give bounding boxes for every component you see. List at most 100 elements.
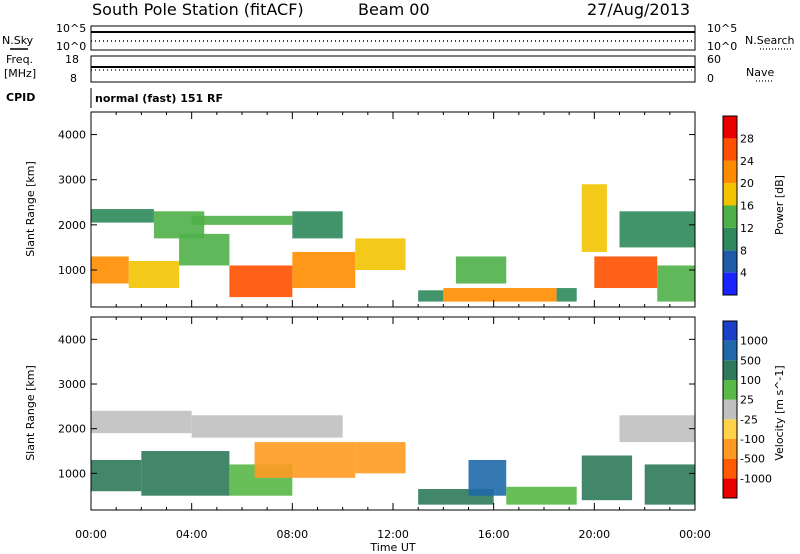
colorbar-segment [723,380,737,400]
y-tick-label: 1000 [58,264,86,277]
data-cell [191,415,343,438]
x-tick-labels: 00:00 04:00 08:00 12:00 16:00 20:00 00:00 [75,528,711,541]
x-tick-label: 12:00 [377,528,409,541]
x-tick-label: 04:00 [176,528,208,541]
cpid-label: CPID [6,91,35,104]
nsky-right-tick-hi: 10^5 [707,22,737,35]
nsearch-label: N.Search [745,34,795,47]
colorbar-segment [723,272,737,295]
power-x-ticks [90,112,696,307]
data-cell [179,233,230,266]
data-cell [191,215,293,225]
cpid-panel: CPID normal (fast) 151 RF [6,88,223,108]
power-ylabel: Slant Range [km] [24,161,37,257]
colorbar-tick-label: 24 [740,155,754,168]
data-cell [128,260,180,289]
data-cell [292,251,356,289]
colorbar-segment [723,205,737,228]
data-cell [455,256,507,284]
colorbar-tick-label: -100 [740,433,765,446]
nave-label: Nave [746,66,774,79]
y-tick-label: 2000 [58,219,86,232]
colorbar-segment [723,183,737,206]
colorbar-segment [723,227,737,251]
data-cell [355,238,406,270]
colorbar-frame [722,320,738,499]
beam-title: Beam 00 [358,0,430,19]
nsky-label: N.Sky [2,34,34,47]
colorbar-tick-label: 1000 [740,335,768,348]
data-cell [619,211,695,248]
data-cell [594,256,658,289]
colorbar-tick-label: 28 [740,132,754,145]
x-tick-label: 00:00 [75,528,107,541]
data-cell [91,256,129,284]
nsky-left-tick-lo: 10^0 [56,40,86,53]
colorbar-tick-label: 4 [740,267,747,280]
data-cell [581,455,633,501]
colorbar-tick-label: 12 [740,222,754,235]
nsky-left-tick-hi: 10^5 [56,22,86,35]
power-colorbar: 4 8 12 16 20 24 28 [722,115,754,296]
colorbar-tick-label: -1000 [740,472,772,485]
x-tick-label: 20:00 [578,528,610,541]
nsky-right-tick-lo: 10^0 [707,40,737,53]
colorbar-segment [723,160,737,184]
data-cell [355,442,406,474]
y-tick-label: 1000 [58,467,86,480]
colorbar-tick-label: -500 [740,453,765,466]
velocity-colorbar: -1000 -500 -100 -25 25 100 500 1000 [722,320,772,499]
colorbar-tick-label: 100 [740,374,761,387]
data-cell [556,288,577,302]
cpid-text: normal (fast) 151 RF [95,92,223,105]
x-tick-label: 00:00 [679,528,711,541]
colorbar-tick-label: 8 [740,244,747,257]
data-cell [418,290,444,302]
colorbar-segment [723,399,737,420]
freq-right-tick-hi: 60 [707,53,721,66]
colorbar-tick-label: 500 [740,354,761,367]
velocity-cells [91,410,695,505]
freq-right-tick-lo: 0 [707,72,714,85]
freq-label-2: [MHz] [4,67,36,80]
data-cell [91,459,142,492]
data-cell [91,209,154,223]
y-tick-label: 3000 [58,174,86,187]
power-y-ticks: 1000 2000 3000 4000 [58,129,695,277]
data-cell [619,415,695,443]
colorbar-tick-label: 16 [740,200,754,213]
freq-label-1: Freq. [6,53,33,66]
data-cell [292,211,343,239]
velocity-y-ticks: 1000 2000 3000 4000 [58,333,695,480]
velocity-ylabel: Slant Range [km] [24,365,37,461]
colorbar-segment [723,138,737,161]
velocity-x-ticks [90,317,696,510]
freq-panel: Freq. [MHz] 18 8 60 0 Nave [4,53,774,85]
data-cell [254,442,356,478]
colorbar-segment [723,478,737,498]
power-cbar-label: Power [dB] [773,175,786,235]
data-cell [443,288,557,302]
freq-left-tick-hi: 18 [65,53,79,66]
colorbar-tick-label: 20 [740,177,754,190]
colorbar-segment [723,458,737,479]
colorbar-tick-label: -25 [740,413,758,426]
date-title: 27/Aug/2013 [587,0,690,19]
colorbar-segment [723,439,737,459]
data-cell [468,459,507,496]
station-title: South Pole Station (fitACF) [92,0,304,19]
data-cell [644,464,695,505]
colorbar-segment [723,116,737,139]
power-cells [91,184,695,302]
data-cell [657,265,695,302]
data-cell [91,410,192,434]
y-tick-label: 4000 [58,333,86,346]
colorbar-segment [723,360,737,380]
data-cell [229,265,293,298]
x-tick-label: 08:00 [276,528,308,541]
y-tick-label: 4000 [58,129,86,142]
data-cell [581,184,607,252]
colorbar-segment [723,340,737,361]
